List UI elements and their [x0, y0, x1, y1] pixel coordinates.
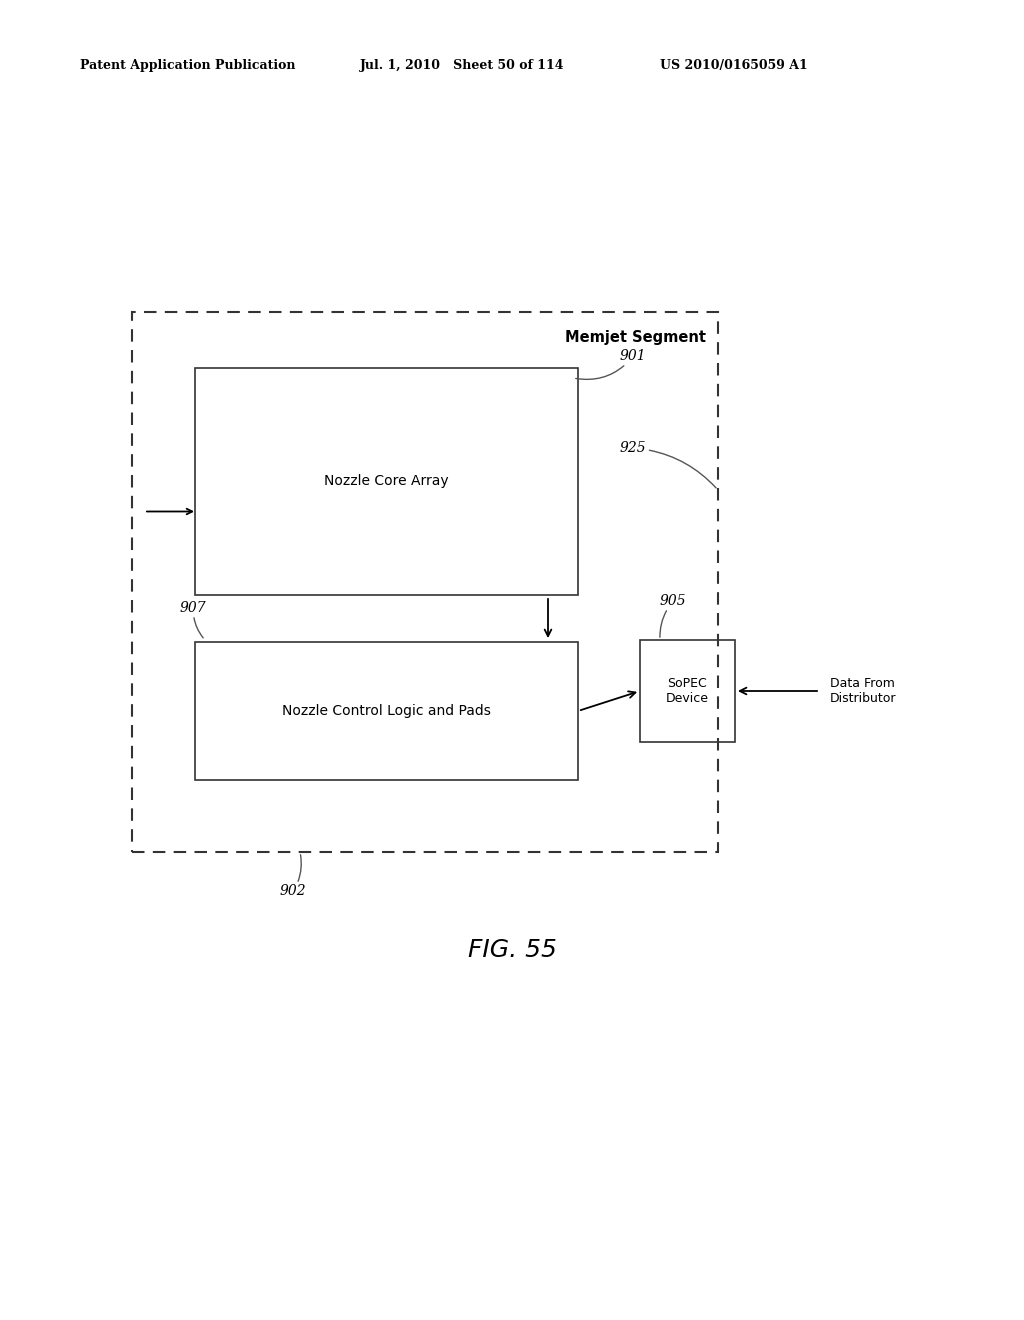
Text: Nozzle Control Logic and Pads: Nozzle Control Logic and Pads [282, 704, 490, 718]
Bar [132, 312, 718, 851]
Text: 905: 905 [659, 594, 687, 638]
Text: Memjet Segment: Memjet Segment [565, 330, 706, 345]
Text: Patent Application Publication: Patent Application Publication [80, 58, 296, 71]
Text: 907: 907 [180, 601, 207, 638]
Bar [195, 368, 578, 595]
Bar [640, 640, 735, 742]
Text: SoPEC
Device: SoPEC Device [666, 677, 709, 705]
Text: 901: 901 [575, 348, 646, 379]
Text: 902: 902 [280, 855, 306, 898]
Text: Nozzle Core Array: Nozzle Core Array [325, 474, 449, 488]
Text: US 2010/0165059 A1: US 2010/0165059 A1 [660, 58, 808, 71]
Text: FIG. 55: FIG. 55 [468, 939, 556, 962]
Text: Jul. 1, 2010   Sheet 50 of 114: Jul. 1, 2010 Sheet 50 of 114 [360, 58, 564, 71]
Text: Data From
Distributor: Data From Distributor [830, 677, 896, 705]
Text: 925: 925 [620, 441, 716, 488]
Bar [195, 642, 578, 780]
